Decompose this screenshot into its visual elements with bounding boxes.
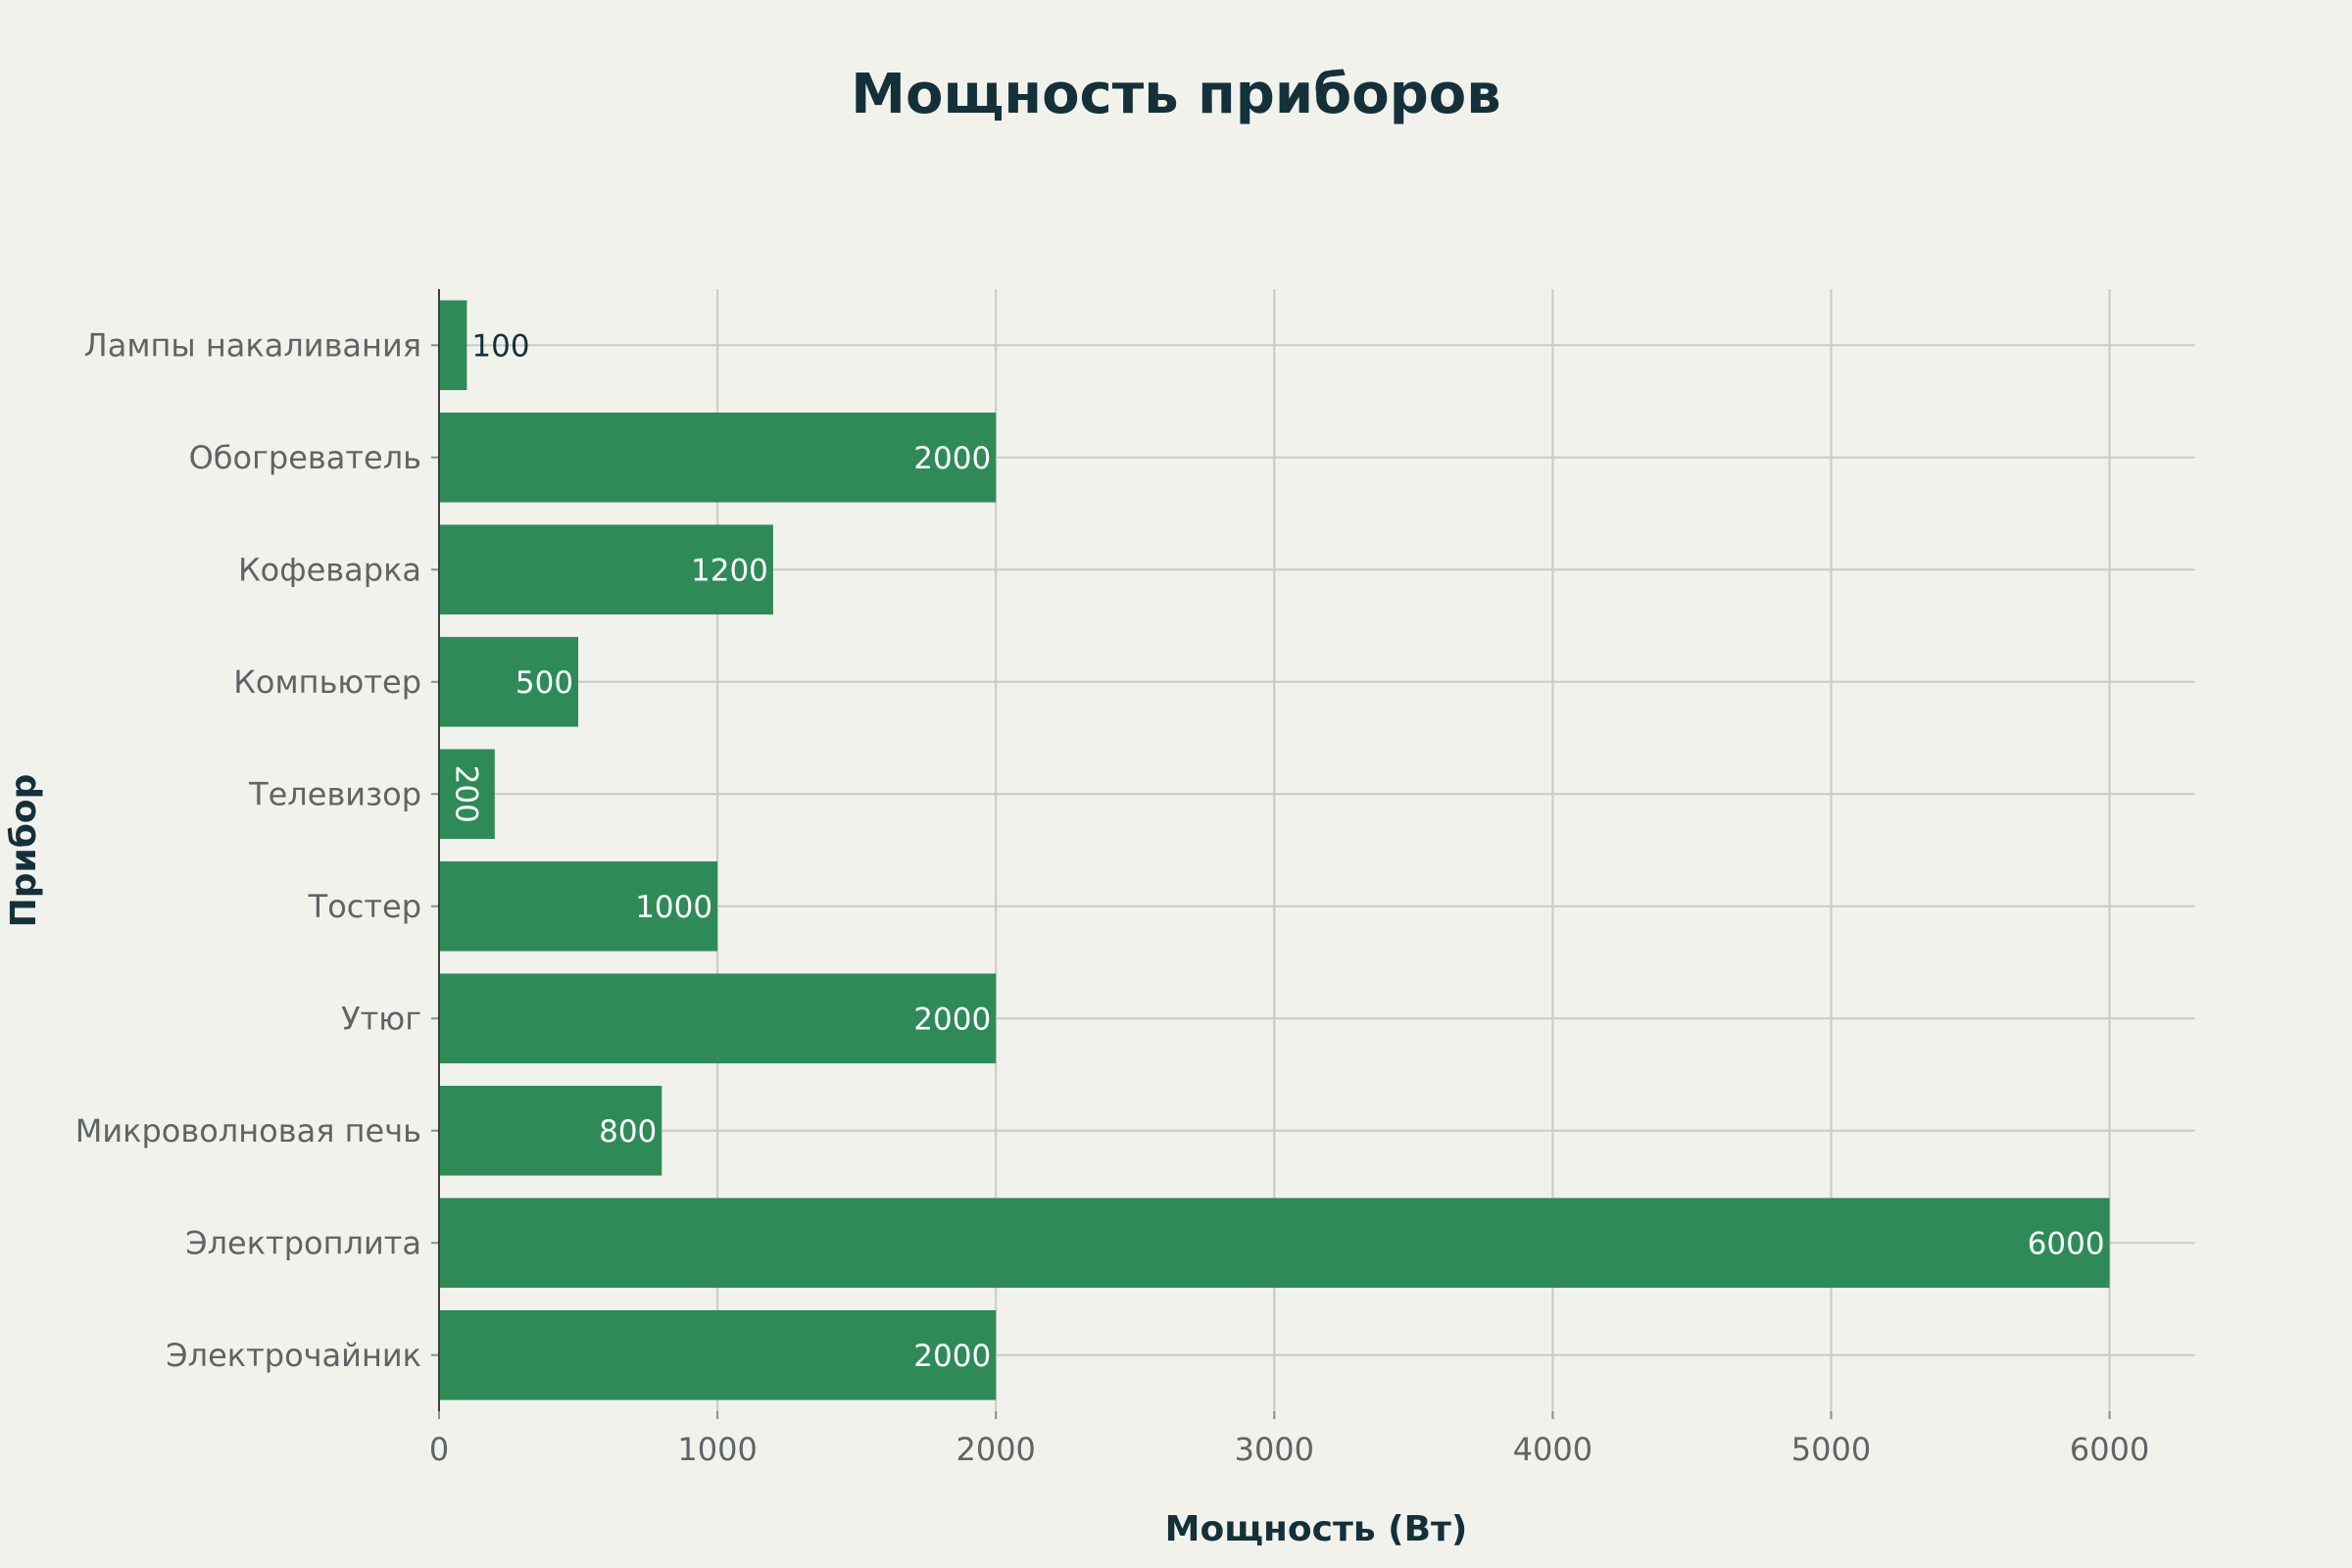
chart-title: Мощность приборов	[851, 63, 1500, 126]
y-tick-label: Лампы накаливания	[84, 326, 421, 364]
x-tick-label: 1000	[677, 1431, 757, 1468]
y-tick-label: Утюг	[341, 1000, 421, 1037]
bars	[439, 300, 2110, 1400]
bar-value-label: 2000	[913, 1002, 991, 1037]
bar	[439, 1198, 2110, 1289]
bar	[439, 973, 997, 1064]
y-tick-label: Телевизор	[248, 775, 421, 812]
bar	[439, 749, 495, 840]
bar-value-label: 500	[515, 665, 573, 701]
x-tick-label: 0	[429, 1431, 449, 1468]
x-tick-labels: 0 1000 2000 3000 4000 5000 6000	[429, 1431, 2149, 1468]
bar-value-label: 1000	[635, 890, 712, 925]
y-tick-labels: Лампы накаливания Обогреватель Кофеварка Ко…	[75, 326, 421, 1374]
y-axis-title: Прибор	[4, 774, 44, 928]
bar	[439, 860, 718, 952]
y-tick-label: Обогреватель	[189, 439, 421, 476]
y-tick-label: Тостер	[308, 888, 421, 925]
x-tick-label: 6000	[2070, 1431, 2149, 1468]
gridlines	[439, 289, 2195, 1411]
axes	[431, 289, 2111, 1419]
bar	[439, 300, 467, 391]
x-tick-label: 2000	[956, 1431, 1035, 1468]
bar-value-label: 800	[599, 1114, 657, 1150]
bar-value-label: 200	[448, 765, 483, 823]
bar-value-label: 100	[471, 328, 529, 364]
bar	[439, 524, 773, 615]
bar-value-label: 6000	[2028, 1226, 2105, 1261]
x-tick-label: 5000	[1791, 1431, 1871, 1468]
y-tick-label: Компьютер	[233, 663, 421, 701]
bar	[439, 636, 579, 727]
bar-value-label: 2000	[913, 441, 991, 476]
y-tick-label: Электрочайник	[166, 1337, 421, 1374]
y-tick-label: Микроволновая печь	[75, 1112, 421, 1150]
x-axis-title: Мощность (Вт)	[1165, 1509, 1468, 1549]
bar	[439, 412, 997, 503]
y-tick-label: Электроплита	[185, 1224, 421, 1261]
bar	[439, 1309, 997, 1400]
bar	[439, 1085, 662, 1176]
bar-value-label: 1200	[691, 553, 768, 588]
value-labels: 100 2000 1200 500 200 1000 2000 800 6000 2000	[448, 328, 2104, 1374]
bar-value-label: 2000	[913, 1339, 991, 1374]
y-tick-label: Кофеварка	[238, 551, 421, 588]
x-tick-label: 3000	[1235, 1431, 1314, 1468]
x-tick-label: 4000	[1513, 1431, 1592, 1468]
